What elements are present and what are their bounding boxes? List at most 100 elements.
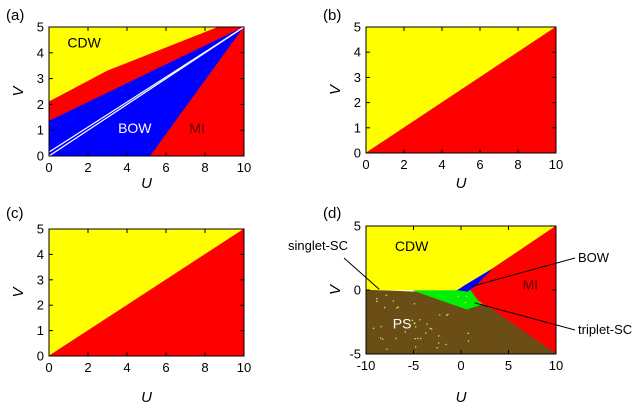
y-tick-label: 4: [37, 45, 44, 60]
ps-speckle: [457, 295, 459, 297]
axes-frame: [365, 26, 557, 154]
ps-speckle: [384, 306, 386, 309]
plot-area: [49, 229, 244, 356]
ps-speckle: [467, 332, 469, 334]
y-tick-label: 2: [37, 298, 44, 313]
x-tick-label: 6: [162, 160, 169, 175]
panel-d: -10 -5 0 5 10-505UV(d)CDWPSMIsinglet-SCBOWtr…: [288, 205, 632, 406]
region-label-mi: MI: [523, 276, 539, 292]
ps-speckle: [425, 332, 427, 334]
x-tick-label: 6: [476, 157, 483, 172]
y-tick-label: -5: [349, 347, 361, 362]
panel-a: 0 2 4 6 8 10 0 1 2 3 4 5 U V (a) CDW BOW MI: [6, 7, 251, 192]
y-tick-label: 5: [37, 222, 44, 237]
plot-area: [49, 27, 244, 156]
ps-speckle: [447, 313, 449, 316]
panel-b: 0 2 4 6 8 10 0 1 2 3 4 5 U V (b): [323, 7, 563, 192]
x-tick-label: 0: [45, 360, 52, 375]
x-tick-label: 4: [123, 360, 130, 375]
ps-speckle: [404, 331, 406, 333]
boundary-line: [49, 27, 244, 153]
x-tick-label: 0: [45, 160, 52, 175]
region-label-bow: BOW: [118, 120, 152, 136]
y-tick-label: 1: [37, 323, 44, 338]
annotation-bow: BOW: [578, 250, 610, 265]
annotation-triplet-sc: triplet-SC: [578, 322, 632, 337]
x-tick-label: 10: [237, 160, 251, 175]
ps-speckle: [436, 347, 438, 349]
plot-area: [366, 27, 556, 153]
ps-speckle: [414, 338, 416, 340]
ps-speckle: [445, 343, 447, 346]
ps-speckle: [466, 295, 468, 297]
ps-speckle: [385, 294, 387, 296]
y-axis-label: V: [10, 85, 27, 97]
ps-speckle: [420, 337, 422, 340]
panel-c: 0 2 4 6 8 10 0 1 2 3 4 5 U V (c): [6, 205, 251, 406]
panel-label: (a): [6, 7, 24, 24]
ps-speckle: [382, 338, 384, 340]
y-tick-label: 2: [37, 97, 44, 112]
y-tick-label: 3: [37, 272, 44, 287]
ps-speckle: [413, 303, 416, 305]
y-tick-label: 0: [354, 146, 361, 161]
ps-speckle: [380, 325, 382, 328]
ps-speckle: [429, 327, 431, 330]
x-tick-label: 5: [505, 358, 512, 373]
axes-frame: [48, 228, 245, 357]
x-tick-label: -5: [408, 358, 420, 373]
panel-label: (c): [6, 205, 24, 222]
y-tick-label: 4: [37, 247, 44, 262]
region-label-cdw: CDW: [395, 238, 429, 254]
region-mi: [460, 226, 556, 354]
ps-speckle: [396, 307, 398, 309]
x-axis-label: U: [456, 175, 467, 192]
x-axis-label: U: [141, 389, 152, 406]
x-axis-label: U: [456, 389, 467, 406]
x-tick-label: 8: [514, 157, 521, 172]
x-tick-label: -10: [357, 358, 376, 373]
x-tick-label: 2: [84, 160, 91, 175]
x-tick-label: 4: [123, 160, 130, 175]
region-label-mi: MI: [189, 120, 205, 136]
ps-speckle: [411, 319, 413, 321]
region-label-cdw: CDW: [67, 35, 101, 51]
ps-speckle: [386, 348, 388, 350]
ps-speckle: [438, 342, 440, 344]
x-tick-label: 8: [201, 360, 208, 375]
ps-speckle: [392, 300, 395, 302]
annotation-leader-line: [472, 257, 576, 287]
x-tick-label: 10: [237, 360, 251, 375]
x-tick-label: 0: [362, 157, 369, 172]
ps-speckle: [380, 337, 382, 339]
ps-speckle: [376, 300, 378, 303]
x-tick-label: 2: [400, 157, 407, 172]
annotation-leader-line: [343, 257, 380, 290]
ps-speckle: [376, 298, 378, 300]
ps-speckle: [430, 328, 433, 330]
y-tick-label: 0: [37, 149, 44, 164]
x-tick-label: 0: [457, 358, 464, 373]
y-tick-label: 4: [354, 45, 361, 60]
axes-frame: [48, 26, 245, 157]
y-tick-label: 1: [354, 120, 361, 135]
y-tick-label: 5: [37, 20, 44, 35]
x-tick-label: 10: [549, 358, 563, 373]
y-tick-label: 0: [37, 349, 44, 364]
ps-speckle: [372, 327, 375, 329]
ps-speckle: [446, 314, 448, 316]
ps-speckle: [426, 323, 428, 325]
y-tick-label: 2: [354, 95, 361, 110]
annotation-singlet-sc: singlet-SC: [288, 238, 348, 253]
y-axis-label: V: [327, 83, 344, 95]
x-tick-label: 10: [549, 157, 563, 172]
ps-speckle: [419, 319, 421, 321]
x-tick-label: 8: [201, 160, 208, 175]
x-tick-label: 6: [162, 360, 169, 375]
ps-speckle: [397, 306, 399, 308]
region-mi: [49, 229, 244, 356]
panel-label: (d): [323, 205, 341, 222]
ps-speckle: [467, 340, 470, 342]
region-mi: [150, 27, 244, 156]
ps-speckle: [413, 322, 415, 325]
